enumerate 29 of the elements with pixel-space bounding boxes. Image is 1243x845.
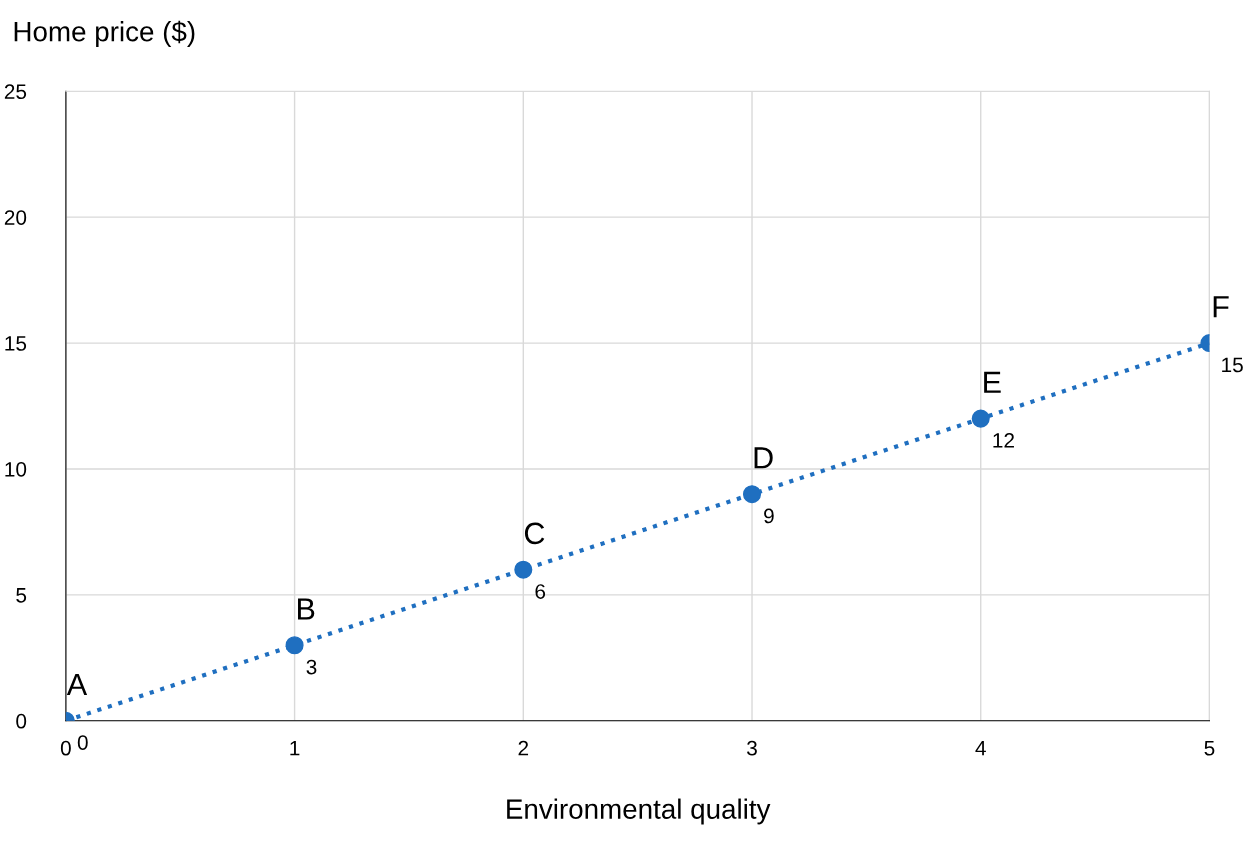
y-tick-label: 25 <box>4 84 27 100</box>
data-label: 6 <box>535 584 546 599</box>
x-tick-label: 4 <box>975 740 986 756</box>
point <box>514 560 533 579</box>
data-label: 12 <box>993 433 1014 448</box>
x-tick-label: 3 <box>747 740 757 756</box>
data-label: 3 <box>306 659 317 675</box>
x-tick-label: 2 <box>518 740 529 756</box>
y-axis-title: Home price ($) <box>14 20 195 47</box>
annotation: B <box>298 598 315 620</box>
x-tick-label: 0 <box>60 740 71 756</box>
annotation: D <box>754 447 773 469</box>
y-tick-label: 15 <box>5 336 27 351</box>
point <box>971 409 990 428</box>
x-tick-label: 1 <box>290 740 300 756</box>
point <box>285 636 304 655</box>
point <box>742 485 762 504</box>
annotation: A <box>66 673 88 695</box>
annotation: E <box>984 371 1001 393</box>
x-axis-title: Environmental quality <box>507 798 771 825</box>
annotation: C <box>524 522 545 545</box>
data-label: 15 <box>1222 357 1243 373</box>
x-tick-label: 5 <box>1204 740 1215 756</box>
y-tick-label: 5 <box>16 588 27 603</box>
annotation: F <box>1213 296 1229 318</box>
y-tick-label: 10 <box>5 461 27 477</box>
y-tick-label: 20 <box>4 210 27 225</box>
y-tick-label: 0 <box>16 713 27 729</box>
data-label: 9 <box>764 508 774 524</box>
